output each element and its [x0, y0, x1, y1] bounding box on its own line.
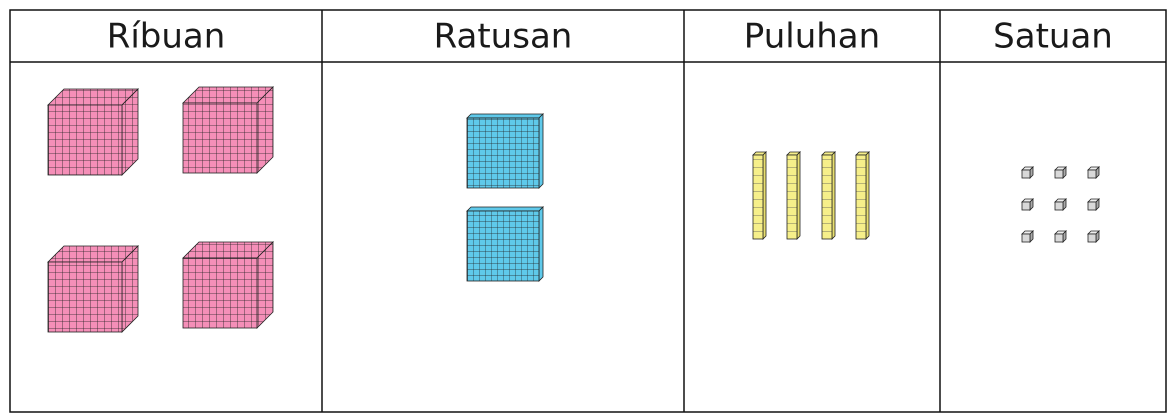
block-face: [47, 261, 123, 333]
block-face: [786, 154, 798, 240]
header-cell: Puluhan: [744, 17, 880, 57]
block-face: [1087, 201, 1097, 211]
header-cell: Ratusan: [434, 17, 573, 57]
block-face: [182, 102, 258, 174]
block-face: [466, 117, 540, 189]
block-face: [538, 206, 544, 282]
block-face: [865, 151, 870, 240]
block-face: [538, 113, 544, 189]
block-face: [182, 257, 258, 329]
blocks: [47, 86, 1100, 333]
header-cell: Ríbuan: [107, 17, 226, 57]
block-face: [855, 154, 867, 240]
block-face: [1087, 169, 1097, 179]
block-face: [762, 151, 767, 240]
header-cell: Satuan: [993, 17, 1113, 57]
block-face: [466, 113, 544, 119]
block-face: [1054, 201, 1064, 211]
block-face: [1021, 201, 1031, 211]
block-face: [1021, 169, 1031, 179]
block-face: [1054, 233, 1064, 243]
block-face: [1087, 233, 1097, 243]
block-face: [466, 206, 544, 212]
block-face: [47, 104, 123, 176]
block-face: [1054, 169, 1064, 179]
block-face: [821, 154, 833, 240]
table-grid: [9, 9, 1167, 413]
block-face: [831, 151, 836, 240]
block-face: [1021, 233, 1031, 243]
block-face: [752, 154, 764, 240]
block-face: [466, 210, 540, 282]
block-face: [796, 151, 801, 240]
